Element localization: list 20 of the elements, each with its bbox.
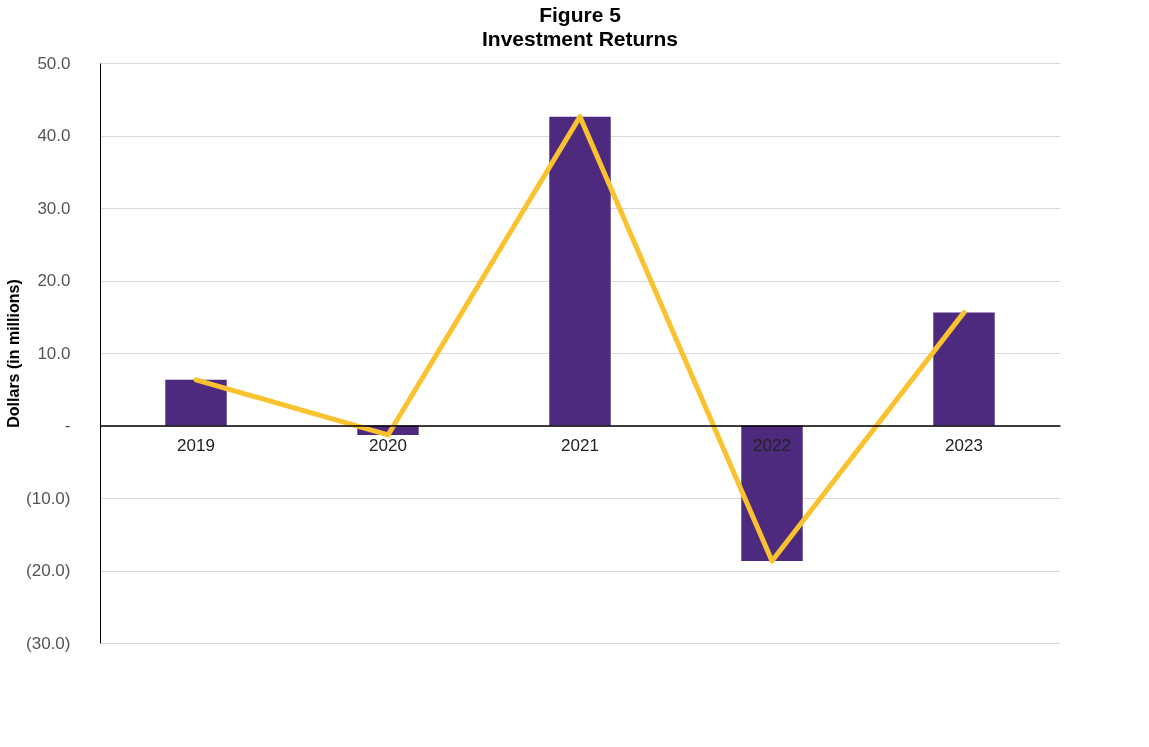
y-tick-label: 40.0 xyxy=(37,126,71,145)
y-tick-label: - xyxy=(64,416,71,435)
x-tick-label: 2019 xyxy=(177,436,215,455)
y-axis-title: Dollars (in millions) xyxy=(5,279,23,428)
chart-subtitle: Investment Returns xyxy=(481,27,679,50)
y-tick-label: (20.0) xyxy=(26,561,71,580)
y-tick-label: (30.0) xyxy=(26,633,71,653)
y-tick-label: 30.0 xyxy=(37,198,71,218)
x-tick-label: 2020 xyxy=(369,436,407,455)
x-tick-label: 2022 xyxy=(753,436,791,455)
y-tick-label: (10.0) xyxy=(26,488,71,508)
chart-title: Figure 5 xyxy=(539,3,622,26)
y-tick-label: 50.0 xyxy=(37,53,71,73)
bar xyxy=(165,379,227,426)
y-tick-label: 10.0 xyxy=(37,343,71,363)
x-tick-label: 2021 xyxy=(561,436,599,455)
x-tick-label: 2023 xyxy=(945,436,983,455)
y-tick-label: 20.0 xyxy=(37,271,71,290)
bar xyxy=(549,116,611,426)
bar xyxy=(933,312,995,426)
